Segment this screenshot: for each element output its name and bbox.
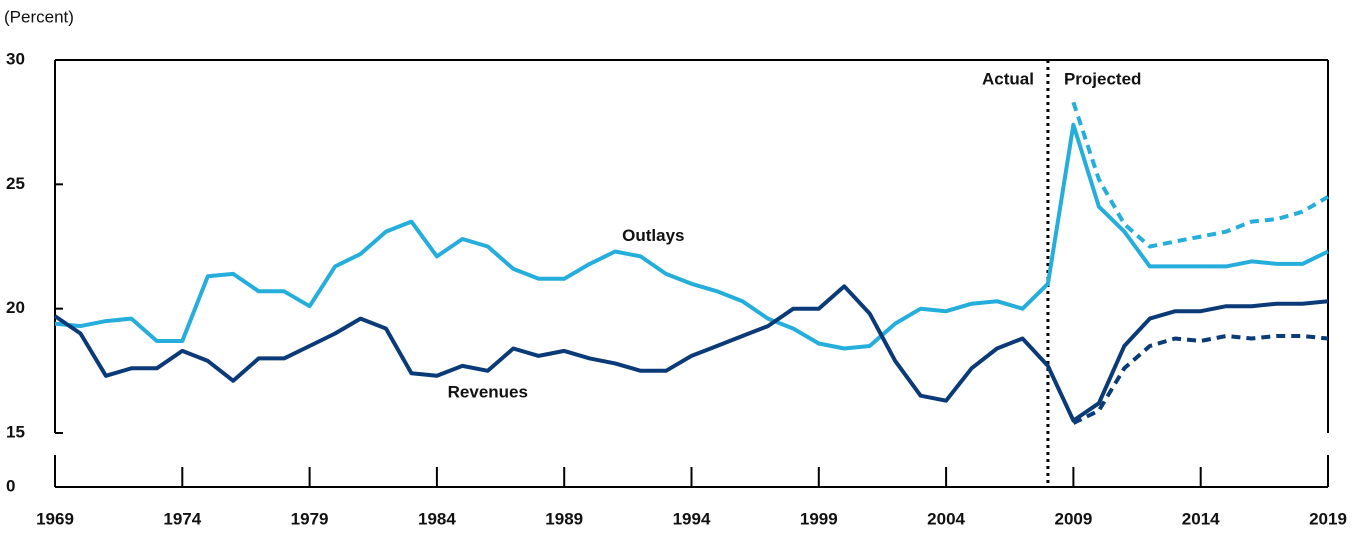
series-line <box>1071 101 1330 249</box>
x-tick-label: 1984 <box>418 509 456 528</box>
divider-label: Actual <box>982 69 1034 88</box>
x-tick-label: 1989 <box>545 509 583 528</box>
x-tick-label: 1994 <box>673 509 711 528</box>
y-tick-label: 30 <box>6 49 25 68</box>
y-tick-label: 0 <box>6 476 15 495</box>
x-tick-label: 1974 <box>163 509 201 528</box>
series-label: Outlays <box>622 226 684 245</box>
y-tick-label: 25 <box>6 174 25 193</box>
series-label: Revenues <box>448 383 528 402</box>
x-tick-label: 1969 <box>36 509 74 528</box>
series-line <box>54 122 1329 351</box>
x-tick-label: 2004 <box>927 509 965 528</box>
x-tick-label: 2019 <box>1309 509 1347 528</box>
x-tick-label: 1999 <box>800 509 838 528</box>
series-line <box>1072 334 1329 425</box>
series-line <box>53 284 1329 423</box>
y-tick-label: 20 <box>6 298 25 317</box>
divider-label: Projected <box>1064 69 1141 88</box>
x-tick-label: 2009 <box>1054 509 1092 528</box>
y-tick-label: 15 <box>6 422 25 441</box>
x-tick-label: 1979 <box>291 509 329 528</box>
x-tick-label: 2014 <box>1182 509 1220 528</box>
y-axis-label: (Percent) <box>4 7 74 26</box>
